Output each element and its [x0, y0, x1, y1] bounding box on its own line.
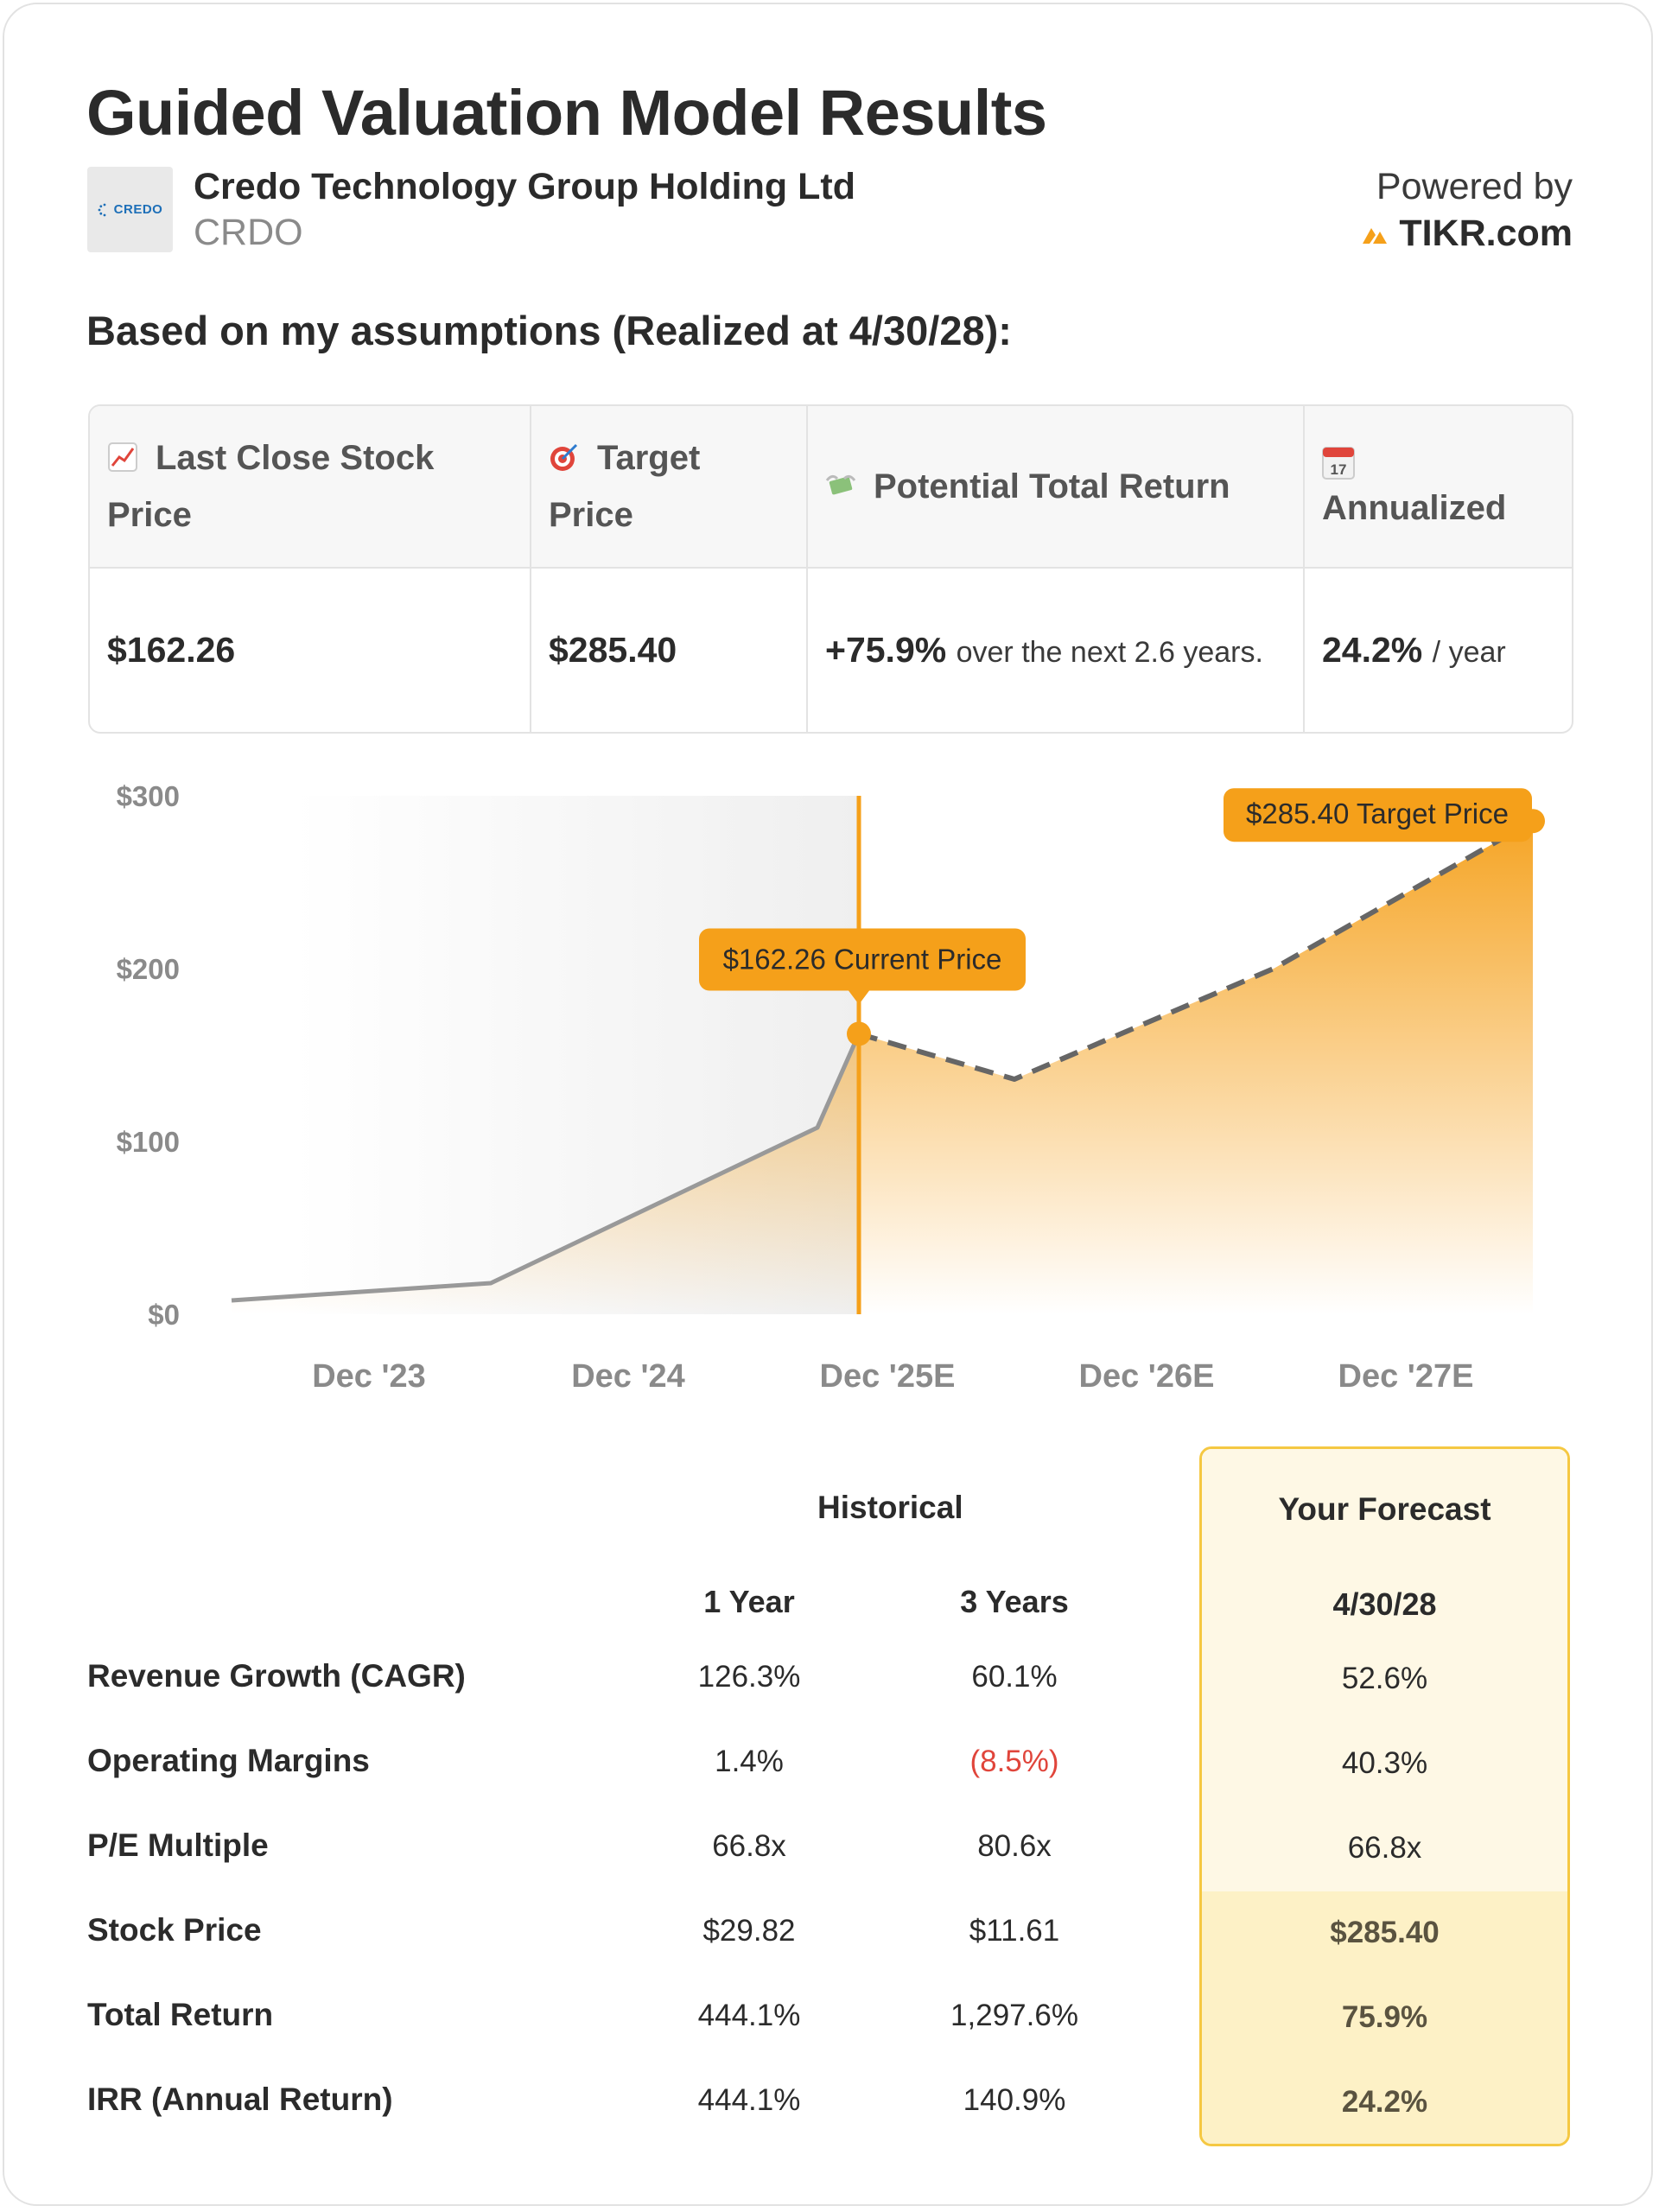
metric-3y-value: (8.5%)	[969, 1745, 1059, 1778]
x-tick-label: Dec '26E	[1079, 1358, 1215, 1395]
x-tick-label: Dec '23	[312, 1358, 426, 1395]
calendar-day: 17	[1331, 461, 1347, 478]
metric-1y-value: 444.1%	[697, 1999, 801, 2032]
header-total-return-label: Potential Total Return	[874, 467, 1230, 505]
y-tick-label: $100	[117, 1126, 180, 1158]
header-total-return: Potential Total Return	[807, 406, 1305, 569]
col-header-3y: 3 Years	[960, 1584, 1069, 1619]
metric-row-label: Operating Margins	[87, 1743, 370, 1778]
metric-1y-value: 66.8x	[712, 1829, 786, 1863]
metric-3y-value: 80.6x	[977, 1829, 1052, 1863]
metric-row-label: Total Return	[87, 1997, 274, 2032]
total-return-cell: +75.9% over the next 2.6 years.	[807, 568, 1305, 732]
total-return-note: over the next 2.6 years.	[956, 636, 1263, 669]
x-tick-label: Dec '27E	[1338, 1358, 1474, 1395]
annualized-value: 24.2%	[1322, 630, 1423, 670]
y-tick-label: $0	[148, 1299, 180, 1331]
x-tick-label: Dec '25E	[820, 1358, 956, 1395]
current-price-point	[847, 1021, 871, 1046]
metric-row-label: Stock Price	[87, 1912, 262, 1948]
y-tick-label: $300	[117, 780, 180, 812]
annualized-cell: 24.2% / year	[1304, 568, 1572, 732]
metric-forecast-value: 52.6%	[1341, 1662, 1428, 1695]
col-header-forecast: 4/30/28	[1332, 1586, 1437, 1622]
tikr-logo-icon	[1363, 227, 1388, 244]
header-target: Target Price	[531, 406, 808, 569]
metric-forecast-value: 75.9%	[1341, 2000, 1428, 2034]
chart-increasing-icon	[108, 442, 137, 472]
metric-row-label: P/E Multiple	[87, 1827, 269, 1863]
target-icon	[550, 443, 578, 471]
current-price-callout-pointer	[849, 990, 869, 1005]
header-annualized-label: Annualized	[1322, 489, 1507, 527]
metric-forecast-value: 66.8x	[1347, 1831, 1422, 1865]
header-last-close-label: Last Close Stock Price	[107, 439, 435, 534]
header-last-close: Last Close Stock Price	[90, 406, 531, 569]
money-with-wings-icon	[825, 474, 856, 495]
total-return-value: +75.9%	[825, 630, 947, 670]
x-tick-label: Dec '24	[571, 1358, 685, 1395]
target-price-value: $285.40	[531, 568, 808, 732]
historical-line	[231, 1033, 861, 1303]
col-header-1y: 1 Year	[703, 1584, 795, 1619]
powered-by-label: Powered by	[1376, 166, 1573, 207]
metric-1y-value: $29.82	[702, 1914, 796, 1948]
metric-3y-value: 1,297.6%	[950, 1999, 1078, 2032]
ticker-symbol: CRDO	[194, 212, 303, 253]
company-logo: CREDO	[87, 167, 173, 252]
metric-row-label: Revenue Growth (CAGR)	[87, 1658, 466, 1694]
forecast-panel	[1199, 1446, 1570, 2146]
credo-logo-icon	[98, 203, 106, 216]
forecast-area	[859, 821, 1533, 1314]
metric-1y-value: 1.4%	[715, 1745, 784, 1778]
company-name: Credo Technology Group Holding Ltd	[194, 166, 855, 207]
summary-table: Last Close Stock Price Target Price Pote…	[88, 404, 1573, 734]
current-price-label: $162.26 Current Price	[723, 943, 1002, 975]
metric-1y-value: 444.1%	[697, 2083, 801, 2117]
target-price-callout	[1224, 788, 1532, 842]
metric-1y-value: 126.3%	[697, 1660, 801, 1694]
metric-forecast-value: 40.3%	[1341, 1746, 1428, 1780]
header-target-label: Target Price	[549, 439, 701, 534]
header-annualized: 17 Annualized	[1304, 406, 1572, 569]
current-price-callout	[699, 928, 1026, 991]
historical-area	[232, 1033, 859, 1314]
price-chart: $0 $100 $200 $300 Dec '23 Dec '24 Dec '25E Dec …	[117, 780, 1545, 1395]
last-close-value: $162.26	[90, 568, 531, 732]
forecast-panel-top	[1202, 1449, 1567, 1891]
y-tick-label: $200	[117, 953, 180, 985]
metric-3y-value: 60.1%	[971, 1660, 1058, 1694]
assumptions-heading: Based on my assumptions (Realized at 4/3…	[86, 308, 1012, 353]
metric-3y-value: $11.61	[969, 1914, 1060, 1948]
historical-header: Historical	[817, 1490, 963, 1525]
calendar-icon: 17	[1322, 447, 1355, 480]
forecast-header: Your Forecast	[1278, 1491, 1491, 1527]
tikr-brand[interactable]: TIKR.com	[1361, 213, 1573, 255]
metric-row-label: IRR (Annual Return)	[87, 2082, 393, 2117]
metric-3y-value: 140.9%	[963, 2083, 1066, 2117]
target-price-label: $285.40 Target Price	[1246, 798, 1509, 830]
metric-forecast-value: 24.2%	[1341, 2085, 1428, 2119]
logo-wordmark: CREDO	[113, 202, 163, 217]
tikr-brand-name: TIKR.com	[1399, 213, 1573, 254]
forecast-line	[858, 818, 1535, 1082]
page-title: Guided Valuation Model Results	[86, 77, 1047, 149]
metric-forecast-value: $285.40	[1330, 1916, 1440, 1949]
annualized-unit: / year	[1432, 636, 1506, 669]
forecast-panel-highlight	[1202, 1891, 1567, 2144]
